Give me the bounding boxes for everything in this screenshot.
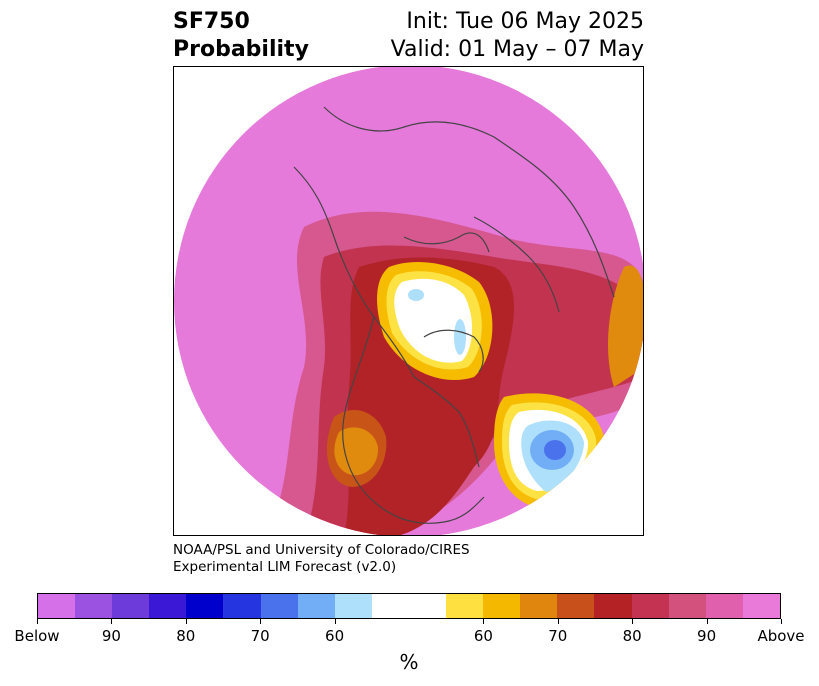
map-title-dates: Init: Tue 06 May 2025 Valid: 01 May – 07… bbox=[391, 8, 644, 64]
colorbar-swatch bbox=[742, 594, 780, 618]
credit-line-2: Experimental LIM Forecast (v2.0) bbox=[173, 559, 397, 575]
colorbar-tick-mark bbox=[707, 619, 708, 624]
title-variable-type: Probability bbox=[173, 37, 309, 62]
colorbar-tick-label: 60 bbox=[325, 627, 345, 645]
field-below-70-region bbox=[544, 440, 566, 460]
probability-map bbox=[174, 67, 643, 535]
colorbar-swatch bbox=[297, 594, 335, 618]
colorbar-swatch bbox=[594, 594, 632, 618]
colorbar-swatch bbox=[557, 594, 595, 618]
colorbar-tick-mark bbox=[558, 619, 559, 624]
colorbar-tick-label: 80 bbox=[176, 627, 196, 645]
coastline-outlines bbox=[293, 106, 630, 524]
field-below-55-region bbox=[454, 319, 466, 355]
colorbar bbox=[37, 593, 781, 619]
forecast-field bbox=[174, 67, 643, 535]
colorbar-tick-mark bbox=[186, 619, 187, 624]
colorbar-swatch bbox=[520, 594, 558, 618]
colorbar-tick-mark bbox=[632, 619, 633, 624]
colorbar-swatch bbox=[334, 594, 372, 618]
colorbar-tick-label: 80 bbox=[622, 627, 642, 645]
colorbar-tick-label: 90 bbox=[101, 627, 121, 645]
colorbar-tick-label: 90 bbox=[697, 627, 717, 645]
map-credit: NOAA/PSL and University of Colorado/CIRE… bbox=[173, 542, 470, 576]
colorbar-tick-mark bbox=[111, 619, 112, 624]
colorbar-tick-mark bbox=[335, 619, 336, 624]
title-valid-range: Valid: 01 May – 07 May bbox=[390, 37, 644, 62]
colorbar-swatch bbox=[705, 594, 743, 618]
colorbar-swatch bbox=[75, 594, 113, 618]
colorbar-tick-label: 60 bbox=[473, 627, 493, 645]
colorbar-swatch bbox=[112, 594, 150, 618]
map-title-variable: SF750 Probability bbox=[173, 8, 309, 64]
colorbar-tick-label: 70 bbox=[250, 627, 270, 645]
colorbar-swatch bbox=[260, 594, 298, 618]
credit-line-1: NOAA/PSL and University of Colorado/CIRE… bbox=[173, 542, 470, 558]
colorbar-tick-mark bbox=[37, 619, 38, 624]
colorbar-unit-label: % bbox=[399, 650, 419, 674]
colorbar-swatch bbox=[149, 594, 187, 618]
colorbar-swatch bbox=[371, 594, 409, 618]
colorbar-swatch bbox=[223, 594, 261, 618]
colorbar-swatch bbox=[186, 594, 224, 618]
field-below-55-region bbox=[408, 289, 424, 301]
colorbar-swatch bbox=[408, 594, 447, 618]
colorbar-swatch bbox=[483, 594, 521, 618]
colorbar-swatch bbox=[446, 594, 484, 618]
title-variable-name: SF750 bbox=[173, 9, 250, 34]
title-init-date: Init: Tue 06 May 2025 bbox=[406, 9, 644, 34]
field-65-region bbox=[334, 427, 379, 476]
colorbar-tick-mark bbox=[260, 619, 261, 624]
colorbar-tick-label: Below bbox=[14, 627, 60, 645]
colorbar-swatch bbox=[668, 594, 706, 618]
field-70-region bbox=[608, 265, 643, 387]
colorbar-tick-mark bbox=[483, 619, 484, 624]
colorbar-tick-label: 70 bbox=[548, 627, 568, 645]
colorbar-tick-label: Above bbox=[757, 627, 805, 645]
polar-map-frame bbox=[173, 66, 644, 536]
colorbar-swatch bbox=[38, 594, 76, 618]
colorbar-swatch bbox=[631, 594, 669, 618]
colorbar-tick-mark bbox=[781, 619, 782, 624]
